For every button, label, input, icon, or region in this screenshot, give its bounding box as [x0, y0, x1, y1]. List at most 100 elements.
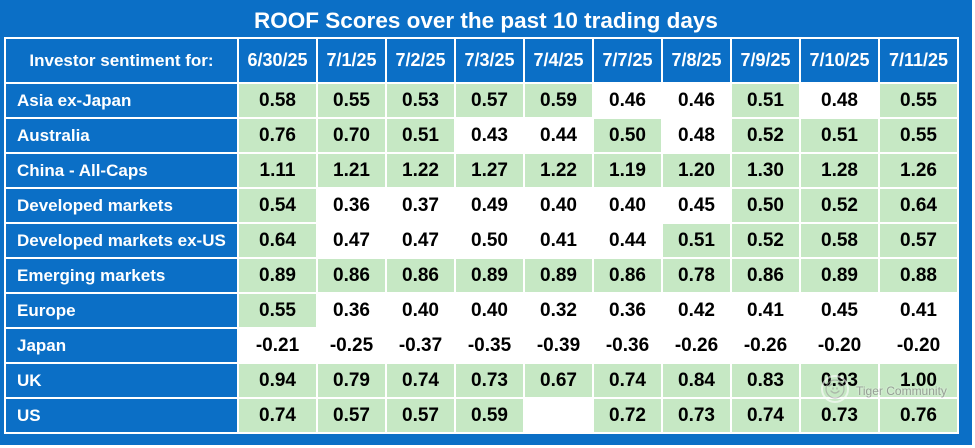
table-title: ROOF Scores over the past 10 trading day…	[254, 8, 718, 33]
value-cell: 0.73	[801, 399, 878, 432]
value-cell: 0.47	[387, 224, 454, 257]
value-cell: 0.32	[525, 294, 592, 327]
value-cell: 0.45	[663, 189, 730, 222]
value-cell: 0.44	[525, 119, 592, 152]
value-cell: 0.50	[456, 224, 523, 257]
value-cell: 0.55	[318, 84, 385, 117]
value-cell: 0.54	[239, 189, 316, 222]
value-cell: 0.86	[318, 259, 385, 292]
value-cell: 0.46	[594, 84, 661, 117]
value-cell: 0.41	[525, 224, 592, 257]
value-cell: 0.74	[732, 399, 799, 432]
value-cell: 0.40	[594, 189, 661, 222]
value-cell: 1.22	[525, 154, 592, 187]
value-cell: 0.89	[525, 259, 592, 292]
value-cell: 0.40	[387, 294, 454, 327]
value-cell: 0.52	[732, 119, 799, 152]
value-cell: 1.28	[801, 154, 878, 187]
row-label: Europe	[6, 294, 237, 327]
value-cell: 0.49	[456, 189, 523, 222]
value-cell: 0.74	[594, 364, 661, 397]
value-cell: 0.50	[594, 119, 661, 152]
value-cell: 0.74	[239, 399, 316, 432]
value-cell: 0.89	[456, 259, 523, 292]
value-cell: 0.53	[387, 84, 454, 117]
value-cell: -0.20	[880, 329, 957, 362]
value-cell: 0.79	[318, 364, 385, 397]
row-label: Emerging markets	[6, 259, 237, 292]
value-cell: 0.55	[239, 294, 316, 327]
value-cell: 0.51	[663, 224, 730, 257]
value-cell: 0.41	[732, 294, 799, 327]
value-cell: 1.19	[594, 154, 661, 187]
value-cell: 1.22	[387, 154, 454, 187]
value-cell: 0.94	[239, 364, 316, 397]
value-cell: 0.59	[456, 399, 523, 432]
value-cell: 0.57	[387, 399, 454, 432]
value-cell: 1.30	[732, 154, 799, 187]
value-cell: 0.73	[456, 364, 523, 397]
column-header-date: 7/9/25	[732, 39, 799, 82]
value-cell: 0.45	[801, 294, 878, 327]
column-header-date: 7/1/25	[318, 39, 385, 82]
value-cell: 0.36	[318, 189, 385, 222]
value-cell: 0.40	[525, 189, 592, 222]
value-cell: 1.27	[456, 154, 523, 187]
value-cell: 0.46	[663, 84, 730, 117]
value-cell: 1.00	[880, 364, 957, 397]
row-label: Japan	[6, 329, 237, 362]
value-cell: -0.36	[594, 329, 661, 362]
value-cell: -0.39	[525, 329, 592, 362]
value-cell: 0.51	[732, 84, 799, 117]
row-label: UK	[6, 364, 237, 397]
row-label: Australia	[6, 119, 237, 152]
column-header-date: 7/2/25	[387, 39, 454, 82]
value-cell: 0.86	[387, 259, 454, 292]
value-cell: 0.42	[663, 294, 730, 327]
value-cell: 1.21	[318, 154, 385, 187]
column-header-date: 7/10/25	[801, 39, 878, 82]
value-cell: 0.89	[801, 259, 878, 292]
value-cell: 0.86	[732, 259, 799, 292]
value-cell: 0.74	[387, 364, 454, 397]
value-cell: 0.72	[594, 399, 661, 432]
value-cell: 0.48	[801, 84, 878, 117]
value-cell: 0.84	[663, 364, 730, 397]
row-label: Developed markets	[6, 189, 237, 222]
value-cell: 0.50	[732, 189, 799, 222]
value-cell: -0.20	[801, 329, 878, 362]
row-label: Asia ex-Japan	[6, 84, 237, 117]
value-cell: 0.57	[880, 224, 957, 257]
value-cell: -0.26	[732, 329, 799, 362]
value-cell: 0.78	[663, 259, 730, 292]
value-cell: 1.11	[239, 154, 316, 187]
value-cell: 0.43	[456, 119, 523, 152]
value-cell: 0.58	[239, 84, 316, 117]
value-cell: -0.35	[456, 329, 523, 362]
value-cell: 0.76	[880, 399, 957, 432]
value-cell: 0.57	[318, 399, 385, 432]
value-cell: 0.64	[880, 189, 957, 222]
value-cell: -0.37	[387, 329, 454, 362]
value-cell: 0.51	[801, 119, 878, 152]
value-cell: 1.20	[663, 154, 730, 187]
value-cell: 1.26	[880, 154, 957, 187]
column-header-date: 7/4/25	[525, 39, 592, 82]
value-cell: 0.41	[880, 294, 957, 327]
value-cell: 0.55	[880, 119, 957, 152]
value-cell: 0.55	[880, 84, 957, 117]
value-cell: 0.70	[318, 119, 385, 152]
value-cell: 0.37	[387, 189, 454, 222]
value-cell: -0.21	[239, 329, 316, 362]
value-cell: 0.52	[801, 189, 878, 222]
column-header-date: 7/3/25	[456, 39, 523, 82]
value-cell: 0.57	[456, 84, 523, 117]
value-cell: 0.73	[663, 399, 730, 432]
value-cell: 0.58	[801, 224, 878, 257]
value-cell: 0.47	[318, 224, 385, 257]
column-header-date: 7/8/25	[663, 39, 730, 82]
value-cell: 0.52	[732, 224, 799, 257]
column-header-date: 7/7/25	[594, 39, 661, 82]
value-cell: 0.64	[239, 224, 316, 257]
